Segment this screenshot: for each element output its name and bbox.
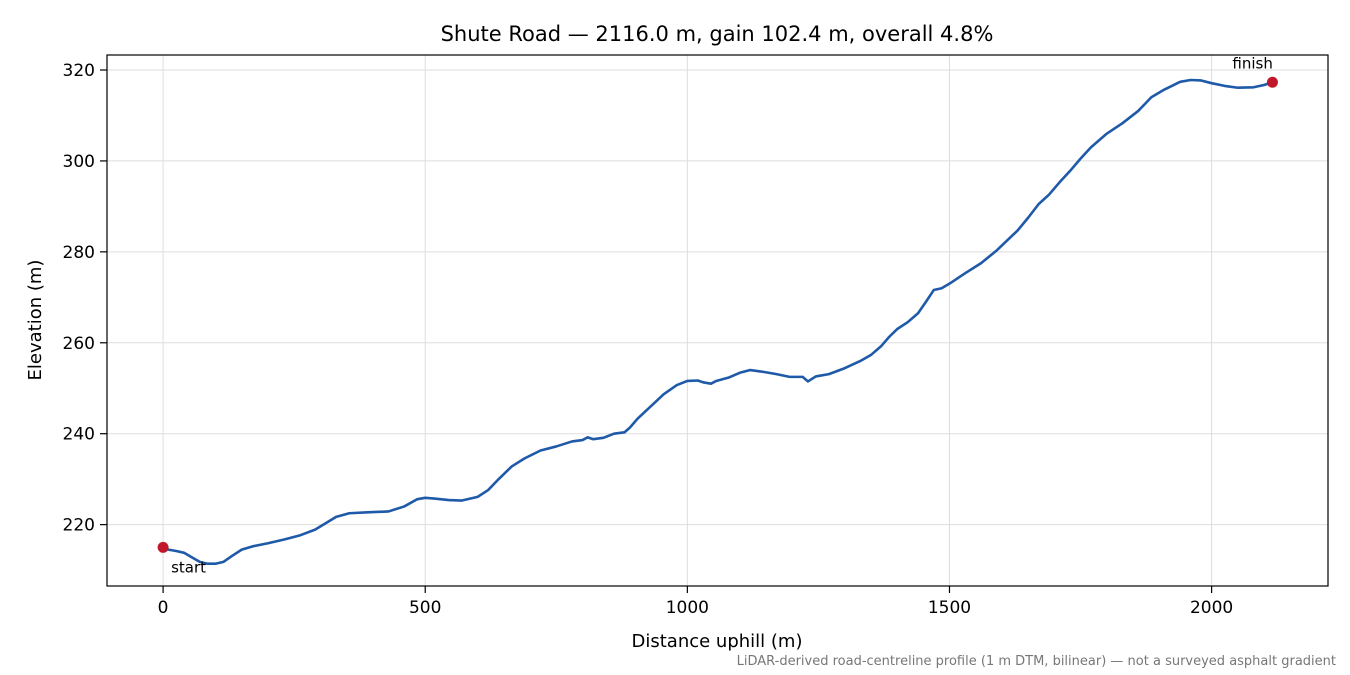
x-tick-label: 1500 (928, 598, 971, 618)
y-tick-label: 280 (63, 243, 95, 263)
chart-title: Shute Road — 2116.0 m, gain 102.4 m, ove… (441, 22, 994, 46)
plot-frame (106, 54, 1329, 587)
y-tick-label: 260 (63, 334, 95, 354)
y-tick-label: 240 (63, 425, 95, 445)
markers-group: start finish (157, 54, 1278, 576)
elevation-line (161, 78, 1274, 566)
x-axis-label: Distance uphill (m) (632, 631, 803, 652)
start-marker (157, 541, 169, 553)
x-axis-ticks: 0 500 1000 1500 2000 (158, 586, 1233, 618)
x-tick-label: 0 (158, 598, 169, 618)
footnote: LiDAR-derived road-centreline profile (1… (737, 654, 1336, 669)
y-tick-label: 220 (63, 516, 95, 536)
finish-marker (1266, 76, 1278, 88)
grid-lines (107, 55, 1328, 586)
y-tick-label: 300 (63, 152, 95, 172)
series-group (161, 78, 1274, 566)
y-axis-label: Elevation (m) (25, 260, 46, 381)
x-tick-label: 2000 (1190, 598, 1233, 618)
start-label: start (171, 558, 206, 576)
y-tick-label: 320 (63, 61, 95, 81)
y-axis-ticks: 220 240 260 280 300 320 (63, 61, 107, 536)
x-tick-label: 1000 (666, 598, 709, 618)
x-tick-label: 500 (409, 598, 441, 618)
finish-label: finish (1232, 54, 1272, 72)
